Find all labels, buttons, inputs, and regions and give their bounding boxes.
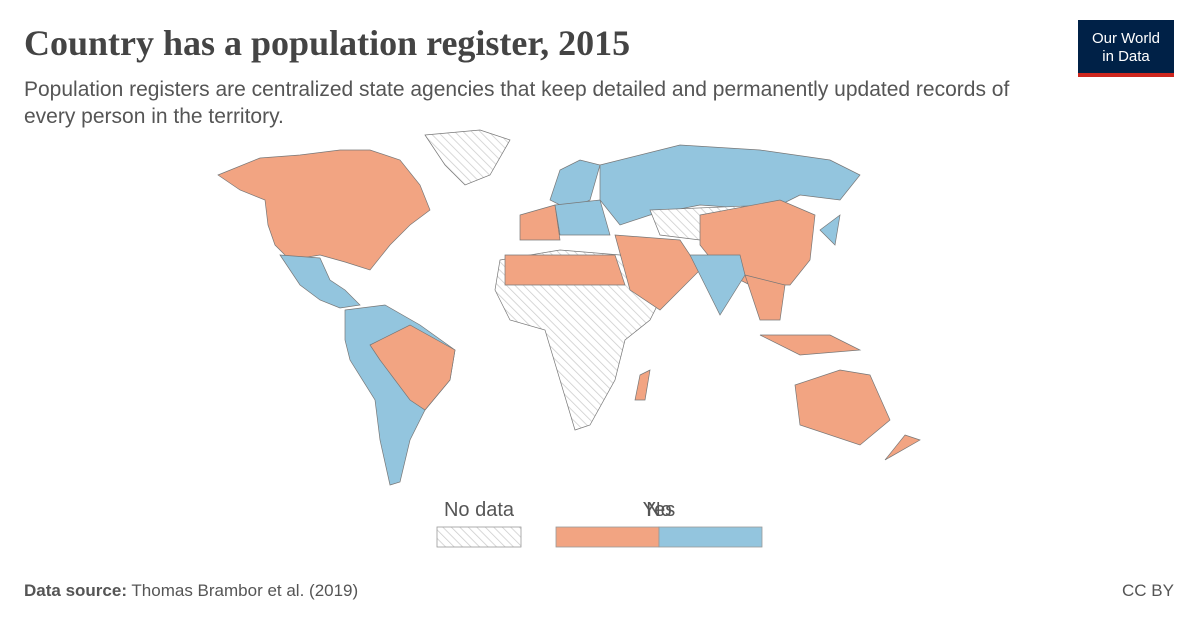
legend-swatch [555,526,660,548]
region [369,324,456,411]
source-text: Thomas Brambor et al. (2019) [131,581,359,600]
region [884,434,921,461]
legend-swatch [658,526,763,548]
source-label: Data source: [24,581,127,600]
region [279,254,361,309]
region [689,254,746,316]
region [554,199,611,236]
region [614,234,701,311]
title: Country has a population register, 2015 [24,23,631,63]
region [634,369,651,401]
region [794,369,891,446]
region [744,274,786,321]
region [519,204,561,241]
legend-label: Yes [643,499,676,521]
license: CC BY [1122,581,1174,600]
region [599,144,861,226]
region [504,254,626,286]
region [819,214,841,246]
region [217,149,431,271]
region [759,334,862,356]
source: Data source: Thomas Brambor et al. (2019… [24,581,358,601]
logo-line: Our World [1091,30,1161,47]
logo-line: in Data [1102,48,1150,65]
legend-label: No data [444,499,515,521]
region [424,129,511,186]
subtitle: Population registers are centralized sta… [24,78,1010,128]
legend-label: No [646,499,672,521]
logo[interactable]: Our World in Data [1078,20,1174,77]
legend-swatch [436,526,522,548]
